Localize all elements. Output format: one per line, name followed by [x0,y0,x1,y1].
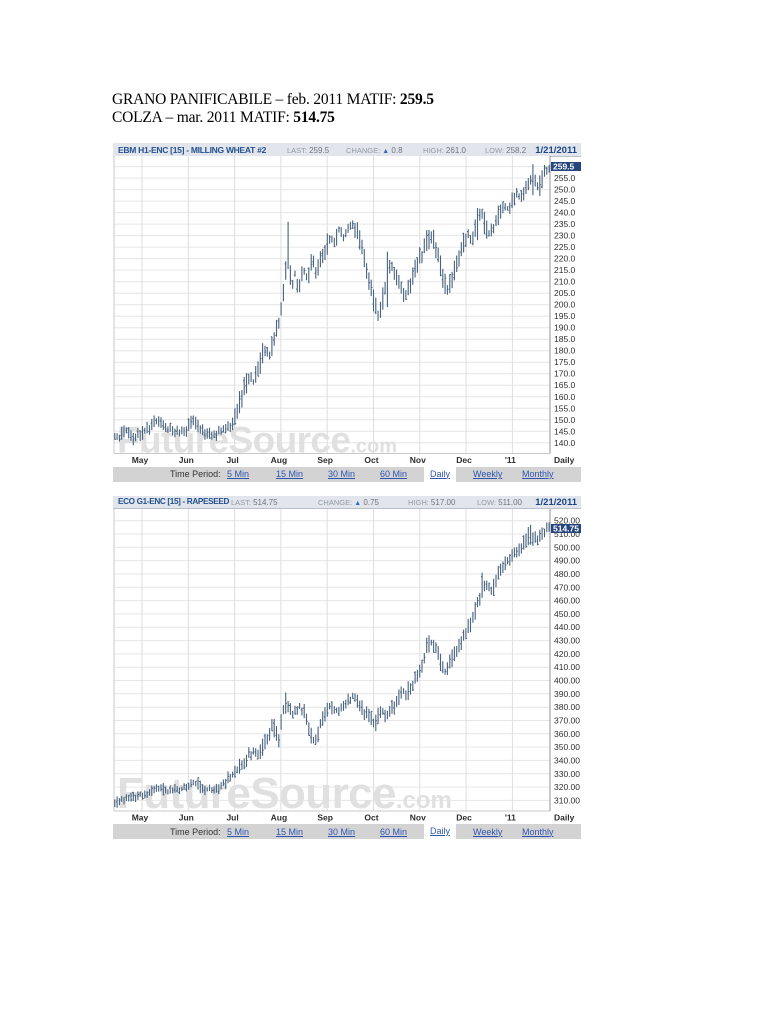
svg-text:320.00: 320.00 [554,782,580,792]
svg-text:185.0: 185.0 [554,334,576,344]
svg-text:255.0: 255.0 [554,173,576,183]
svg-text:165.0: 165.0 [554,380,576,390]
svg-text:May: May [132,455,149,465]
svg-text:400.00: 400.00 [554,676,580,686]
svg-text:480.00: 480.00 [554,569,580,579]
svg-text:Nov: Nov [410,813,426,823]
svg-text:440.00: 440.00 [554,622,580,632]
svg-text:Daily: Daily [554,455,575,465]
svg-text:175.0: 175.0 [554,357,576,367]
svg-text:'11: '11 [505,455,516,465]
svg-text:140.0: 140.0 [554,437,576,447]
svg-text:Oct: Oct [364,813,378,823]
svg-text:Jun: Jun [179,455,194,465]
svg-text:215.0: 215.0 [554,265,576,275]
svg-text:Dec: Dec [456,813,472,823]
svg-text:370.00: 370.00 [554,716,580,726]
svg-text:340.00: 340.00 [554,755,580,765]
svg-text:420.00: 420.00 [554,649,580,659]
svg-text:Oct: Oct [364,455,378,465]
svg-text:170.0: 170.0 [554,368,576,378]
svg-text:230.0: 230.0 [554,230,576,240]
svg-text:360.00: 360.00 [554,729,580,739]
svg-text:180.0: 180.0 [554,345,576,355]
svg-text:259.5: 259.5 [553,161,575,171]
svg-text:May: May [132,813,149,823]
svg-text:470.00: 470.00 [554,582,580,592]
svg-text:390.00: 390.00 [554,689,580,699]
svg-text:235.0: 235.0 [554,219,576,229]
svg-text:'11: '11 [505,813,516,823]
svg-text:Sep: Sep [317,813,333,823]
svg-text:Aug: Aug [271,813,288,823]
svg-text:520.00: 520.00 [554,516,580,526]
svg-text:240.0: 240.0 [554,207,576,217]
svg-text:160.0: 160.0 [554,391,576,401]
svg-text:145.0: 145.0 [554,426,576,436]
svg-text:430.00: 430.00 [554,636,580,646]
svg-text:460.00: 460.00 [554,596,580,606]
svg-text:514.75: 514.75 [553,524,579,534]
svg-text:245.0: 245.0 [554,196,576,206]
svg-text:Aug: Aug [271,455,288,465]
svg-text:Jun: Jun [179,813,194,823]
svg-text:210.0: 210.0 [554,276,576,286]
svg-text:220.0: 220.0 [554,253,576,263]
svg-text:225.0: 225.0 [554,242,576,252]
svg-text:150.0: 150.0 [554,414,576,424]
svg-text:410.00: 410.00 [554,662,580,672]
svg-text:250.0: 250.0 [554,184,576,194]
svg-text:Sep: Sep [317,455,333,465]
svg-text:Jul: Jul [226,813,238,823]
svg-text:195.0: 195.0 [554,311,576,321]
svg-text:205.0: 205.0 [554,288,576,298]
svg-text:Dec: Dec [456,455,472,465]
svg-text:Jul: Jul [226,455,238,465]
svg-text:155.0: 155.0 [554,403,576,413]
svg-text:380.00: 380.00 [554,702,580,712]
svg-text:330.00: 330.00 [554,769,580,779]
svg-text:450.00: 450.00 [554,609,580,619]
svg-text:350.00: 350.00 [554,742,580,752]
svg-text:190.0: 190.0 [554,322,576,332]
svg-text:500.00: 500.00 [554,542,580,552]
svg-text:Nov: Nov [410,455,426,465]
svg-text:200.0: 200.0 [554,299,576,309]
svg-text:Daily: Daily [554,813,575,823]
svg-text:510.00: 510.00 [554,529,580,539]
svg-text:490.00: 490.00 [554,556,580,566]
svg-text:310.00: 310.00 [554,795,580,805]
